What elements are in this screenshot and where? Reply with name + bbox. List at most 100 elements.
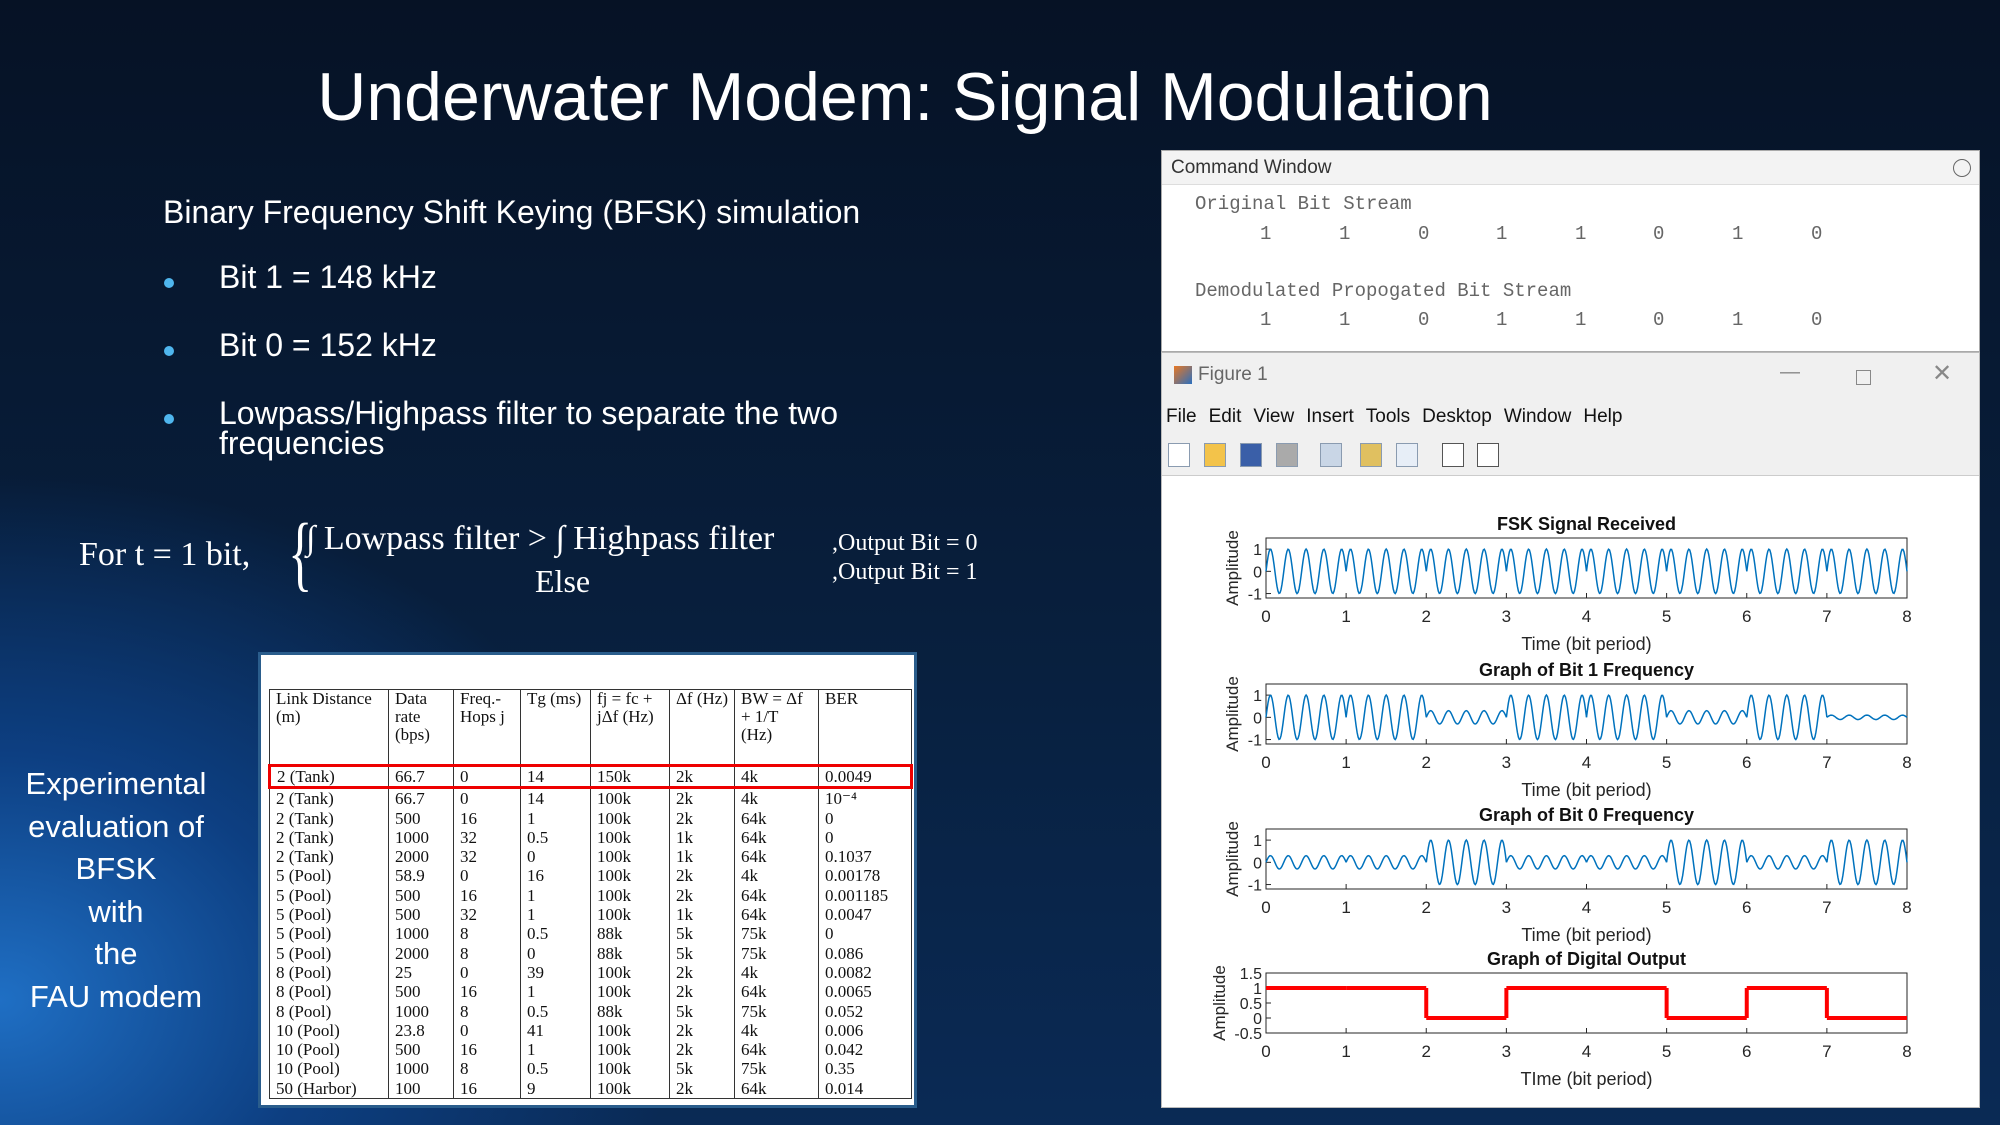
x-tick-label: 5 <box>1662 898 1671 917</box>
table-cell: 16 <box>453 808 521 828</box>
table-cell: 0.042 <box>818 1040 912 1060</box>
bit-value: 1 <box>1732 309 1744 331</box>
x-tick-label: 8 <box>1902 1042 1911 1061</box>
table-cell: 64k <box>734 905 819 925</box>
property-button[interactable] <box>1477 443 1499 467</box>
options-button[interactable] <box>1953 159 1971 177</box>
bit-value: 0 <box>1811 223 1823 245</box>
table-cell: 4k <box>734 866 819 886</box>
waveform-segment <box>1746 547 1828 595</box>
y-tick-label: 1 <box>1253 833 1262 850</box>
menu-item[interactable]: View <box>1253 406 1295 427</box>
legend-button[interactable] <box>1396 443 1418 467</box>
table-cell: 8 (Pool) <box>269 962 389 983</box>
column-header: BW = Δf + 1/T (Hz) <box>734 689 819 766</box>
open-button[interactable] <box>1204 443 1226 467</box>
chart-title: Graph of Digital Output <box>1487 949 1686 969</box>
menu-item[interactable]: Help <box>1583 406 1623 427</box>
new-button[interactable] <box>1168 443 1190 467</box>
bit-value: 1 <box>1339 309 1351 331</box>
table-cell: 0.006 <box>818 1020 912 1041</box>
pointer-button[interactable] <box>1442 443 1464 467</box>
axes-box <box>1265 828 1908 890</box>
table-cell: 2k <box>669 866 735 886</box>
print-button[interactable] <box>1276 443 1298 467</box>
minimize-button[interactable]: — <box>1780 361 1800 383</box>
side-text-line: with <box>88 893 144 929</box>
colorbar-button[interactable] <box>1360 443 1382 467</box>
table-row: 2 (Tank) 1000 32 0.5 100k 1k 64k 0 <box>269 827 912 848</box>
table-cell: 2000 <box>388 943 454 963</box>
waveform-segment <box>1425 547 1508 595</box>
table-row: 10 (Pool) 1000 8 0.5 100k 5k 75k 0.35 <box>269 1059 912 1079</box>
x-axis-label: Time (bit period) <box>1521 925 1651 945</box>
table-row: 2 (Tank) 2000 32 0 100k 1k 64k 0.1037 <box>269 847 912 867</box>
x-tick-label: 6 <box>1742 898 1751 917</box>
close-button[interactable]: ✕ <box>1932 360 1953 387</box>
table-cell: 100k <box>590 847 670 867</box>
bit-value: 1 <box>1339 223 1351 245</box>
x-tick-label: 2 <box>1422 753 1431 772</box>
table-cell: 2 (Tank) <box>269 808 389 828</box>
link-button[interactable] <box>1320 443 1342 467</box>
menu-item[interactable]: Window <box>1503 406 1572 427</box>
x-tick-label: 5 <box>1662 1042 1671 1061</box>
x-axis-label: TIme (bit period) <box>1520 1069 1652 1089</box>
waveform-segment <box>1585 854 1668 870</box>
waveform-segment <box>1505 693 1588 741</box>
table-cell: 0 <box>818 924 912 944</box>
waveform-segment <box>1505 547 1588 595</box>
subtitle: Binary Frequency Shift Keying (BFSK) sim… <box>163 194 861 230</box>
table-cell: 100k <box>590 827 670 848</box>
table-cell: 500 <box>388 905 454 925</box>
results-table: Link Distance (m) Data rate (bps) Freq.-Ho… <box>258 652 917 1108</box>
side-text-line: Experimental <box>25 766 207 801</box>
table-cell: 10 (Pool) <box>269 1020 389 1041</box>
x-tick-label: 2 <box>1422 898 1431 917</box>
menu-item[interactable]: File <box>1166 406 1197 427</box>
save-button[interactable] <box>1240 443 1262 467</box>
table-cell: 100 <box>388 1078 454 1100</box>
x-tick-label: 4 <box>1582 753 1591 772</box>
table-cell: 100k <box>590 787 670 809</box>
table-cell: 41 <box>520 1020 591 1041</box>
x-tick-label: 3 <box>1502 607 1511 626</box>
x-tick-label: 7 <box>1822 607 1831 626</box>
x-tick-label: 3 <box>1502 898 1511 917</box>
table-cell: 2 (Tank) <box>269 787 389 809</box>
x-tick-label: 4 <box>1582 898 1591 917</box>
x-tick-label: 0 <box>1261 1042 1270 1061</box>
table-cell: 0.0065 <box>818 982 912 1002</box>
waveform-segment <box>1746 693 1828 741</box>
menu-item[interactable]: Desktop <box>1422 406 1492 427</box>
menu-item[interactable]: Edit <box>1208 406 1242 427</box>
menu-item[interactable]: Tools <box>1365 406 1411 427</box>
menu-item[interactable]: Insert <box>1306 406 1354 427</box>
x-tick-label: 0 <box>1261 753 1270 772</box>
table-cell: 0.0082 <box>818 962 912 983</box>
table-cell: 66.7 <box>388 787 454 809</box>
table-cell: 1k <box>669 847 735 867</box>
table-cell: 14 <box>520 787 591 809</box>
formula-output: ,Output Bit = 0 <box>832 530 978 556</box>
x-tick-label: 0 <box>1261 898 1270 917</box>
x-tick-label: 6 <box>1742 1042 1751 1061</box>
waveform-segment <box>1265 547 1347 595</box>
window-title: Figure 1 <box>1198 364 1268 385</box>
table-cell: 14 <box>520 763 591 790</box>
table-cell: 500 <box>388 808 454 828</box>
table-cell: 10 (Pool) <box>269 1040 389 1060</box>
bullet: Lowpass/Highpass filter to separate the … <box>219 395 838 461</box>
table-cell: 0.00178 <box>818 866 912 886</box>
bit-value: 1 <box>1732 223 1744 245</box>
table-cell: 2k <box>669 1020 735 1041</box>
x-tick-label: 7 <box>1822 1042 1831 1061</box>
table-row: 8 (Pool) 1000 8 0.5 88k 5k 75k 0.052 <box>269 1001 912 1021</box>
x-tick-label: 7 <box>1822 898 1831 917</box>
table-cell: 0 <box>818 808 912 828</box>
maximize-button[interactable] <box>1856 370 1871 385</box>
table-cell: 66.7 <box>388 763 454 790</box>
side-text-line: the <box>94 936 138 971</box>
